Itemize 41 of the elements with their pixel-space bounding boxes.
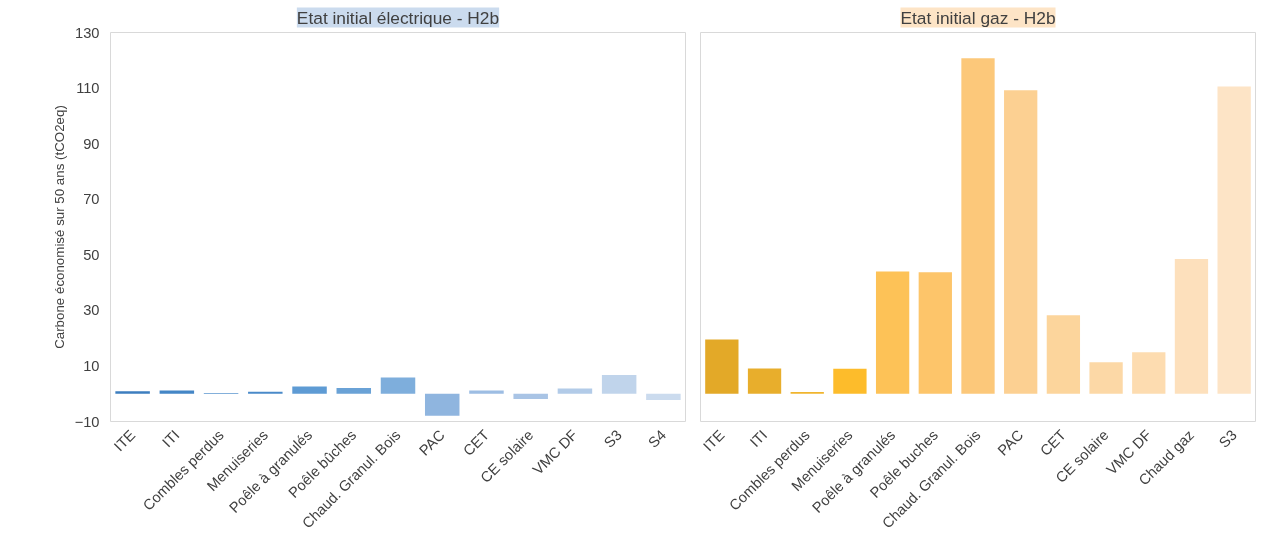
bar <box>1132 352 1166 394</box>
bar <box>292 386 327 394</box>
bar <box>918 272 952 394</box>
bar <box>115 391 150 394</box>
bar <box>557 388 593 394</box>
bar <box>1174 258 1209 394</box>
bar <box>424 393 460 416</box>
x-tick-label: ITI <box>746 426 771 451</box>
y-tick-label: 130 <box>75 24 100 41</box>
bar <box>646 393 681 401</box>
y-tick-label: 50 <box>83 246 100 263</box>
x-tick-label: ITE <box>110 426 139 455</box>
bar <box>1004 90 1038 394</box>
bar <box>1046 315 1081 394</box>
bar <box>705 339 739 394</box>
bar <box>469 390 504 394</box>
y-tick-label: 90 <box>83 135 100 152</box>
x-tick-label: S3 <box>600 426 625 451</box>
bar <box>601 375 637 394</box>
bar <box>159 390 195 394</box>
y-tick-label: 110 <box>76 80 100 97</box>
x-tick-label: S4 <box>645 426 670 451</box>
bar <box>380 377 416 394</box>
y-tick-label: 10 <box>83 357 100 374</box>
bar <box>513 393 548 399</box>
y-axis-title: Carbone économisé sur 50 ans (tCO2eq) <box>51 105 67 349</box>
chart-title: Etat initial électrique - H2b <box>296 7 500 28</box>
bar <box>747 368 782 394</box>
y-tick-label: 30 <box>83 302 100 319</box>
bar <box>1217 86 1251 394</box>
chart-title: Etat initial gaz - H2b <box>900 7 1056 28</box>
bar <box>961 58 995 394</box>
y-tick-label: 70 <box>83 191 100 208</box>
x-tick-label: S3 <box>1215 426 1240 451</box>
x-tick-label: ITE <box>700 426 728 455</box>
bar <box>1089 362 1123 394</box>
bar <box>833 368 867 394</box>
y-tick-label: −10 <box>74 413 100 430</box>
x-tick-label: ITI <box>159 426 183 451</box>
bar <box>336 387 372 394</box>
bar <box>875 271 910 394</box>
